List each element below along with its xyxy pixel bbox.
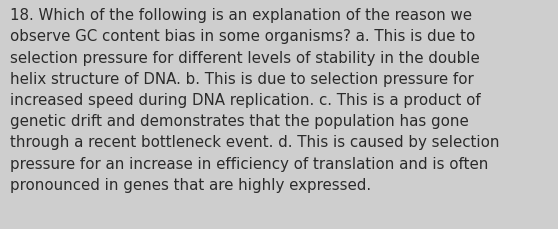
Text: 18. Which of the following is an explanation of the reason we
observe GC content: 18. Which of the following is an explana… xyxy=(10,8,499,192)
